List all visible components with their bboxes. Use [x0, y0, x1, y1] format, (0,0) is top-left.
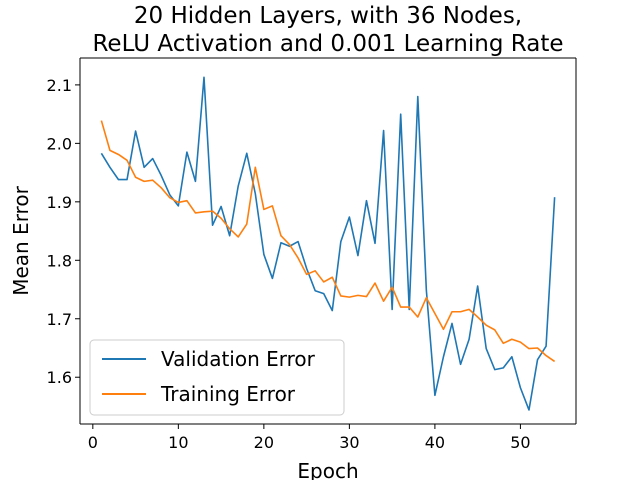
y-tick-label: 1.6 [47, 368, 72, 387]
series-line-validation-error [100, 76, 556, 411]
x-tick-label: 10 [168, 433, 188, 452]
y-tick-label: 1.8 [47, 251, 72, 270]
x-tick-label: 0 [88, 433, 98, 452]
y-tick-label: 1.7 [47, 310, 72, 329]
x-tick-label: 30 [339, 433, 359, 452]
chart-title-line-2: ReLU Activation and 0.001 Learning Rate [92, 31, 563, 57]
y-axis-ticks: 1.6 1.7 1.8 1.9 2.0 2.1 [47, 76, 80, 387]
y-tick-label: 1.9 [47, 193, 72, 212]
y-tick-label: 2.1 [47, 76, 72, 95]
legend-box [89, 339, 345, 416]
series-line-training-error [100, 120, 556, 363]
x-axis-ticks: 0 10 20 30 40 50 [88, 424, 531, 452]
y-tick-label: 2.0 [47, 134, 72, 153]
legend: Validation Error Training Error [89, 339, 345, 416]
legend-label-training-error: Training Error [160, 382, 296, 406]
x-tick-label: 50 [510, 433, 530, 452]
series-lines [100, 76, 556, 411]
legend-label-validation-error: Validation Error [161, 347, 316, 371]
y-axis-label: Mean Error [9, 185, 33, 295]
chart-title-line-1: 20 Hidden Layers, with 36 Nodes, [134, 3, 522, 29]
x-tick-label: 40 [425, 433, 445, 452]
x-tick-label: 20 [254, 433, 274, 452]
x-axis-label: Epoch [297, 459, 358, 480]
